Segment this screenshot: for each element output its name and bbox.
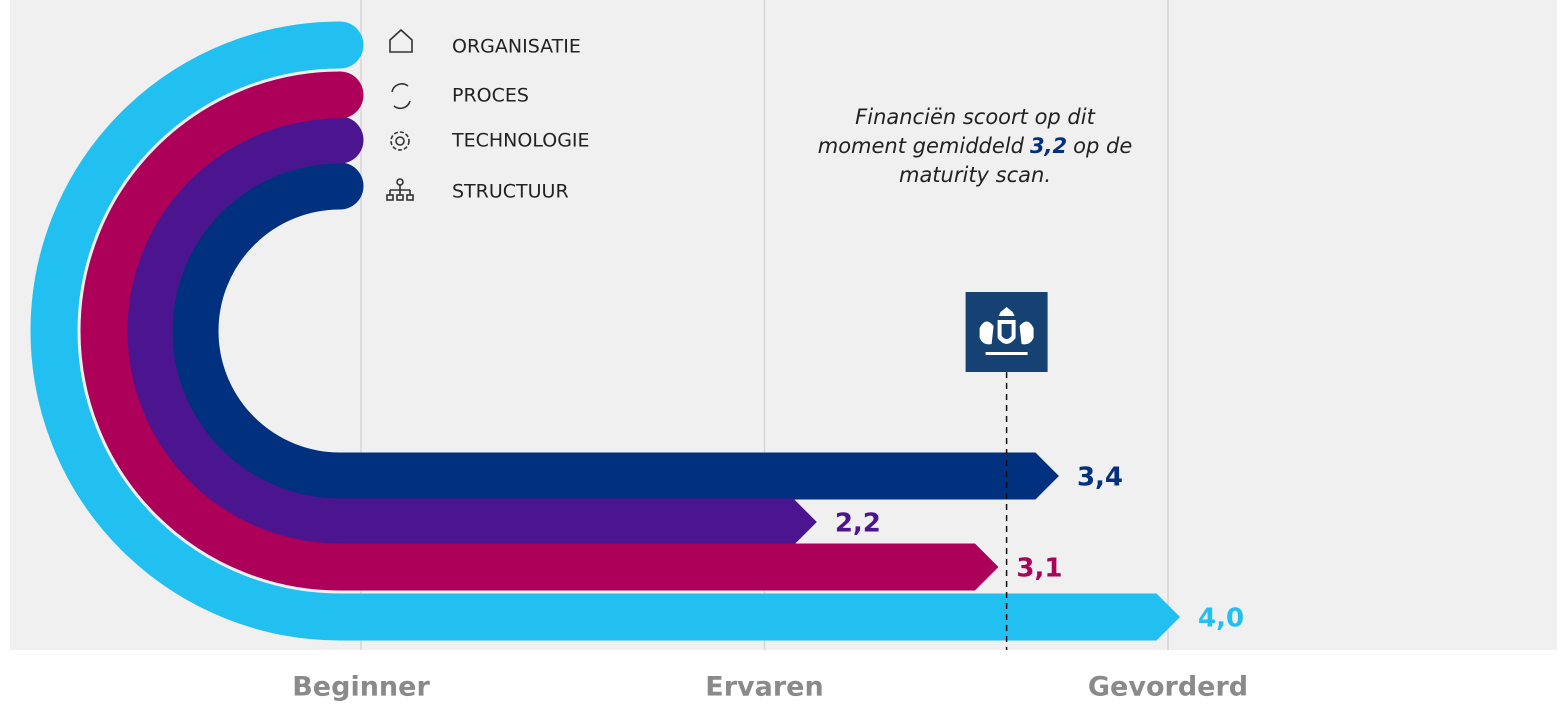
bar [338, 498, 817, 546]
level-label: Ervaren [705, 672, 823, 702]
icon-organisatie [389, 28, 413, 53]
annotation: Financiën scoort op dit [855, 105, 1095, 129]
bar [338, 452, 1059, 500]
value-label: 3,1 [1016, 554, 1062, 584]
arc [80, 71, 364, 591]
icon-structuur [386, 178, 414, 201]
legend-label: ORGANISATIE [452, 36, 581, 58]
value-label: 3,4 [1077, 463, 1123, 493]
icon-technologie [390, 131, 410, 151]
average-label: 3,2 [1030, 134, 1067, 158]
arc [30, 21, 364, 641]
legend-label: STRUCTUUR [452, 181, 569, 203]
arc [125, 116, 364, 546]
legend-label: TECHNOLOGIE [451, 130, 590, 152]
level-label: Beginner [292, 672, 430, 702]
legend-label: PROCES [452, 85, 529, 107]
bar [338, 543, 999, 591]
annotation: maturity scan. [899, 163, 1051, 187]
value-label: 4,0 [1198, 604, 1244, 634]
logo [965, 292, 1048, 372]
icon-proces [391, 83, 411, 110]
arc [171, 162, 364, 500]
value-label: 2,2 [835, 509, 881, 539]
level-label: Gevorderd [1088, 672, 1248, 702]
annotation-part: op de [1073, 134, 1132, 158]
bar [338, 593, 1180, 641]
logo-emblem-detail [1001, 324, 1012, 339]
annotation-part: moment gemiddeld [818, 134, 1025, 158]
legend-icons [386, 28, 414, 201]
annotation: moment gemiddeld 3,2 op de [818, 134, 1133, 158]
